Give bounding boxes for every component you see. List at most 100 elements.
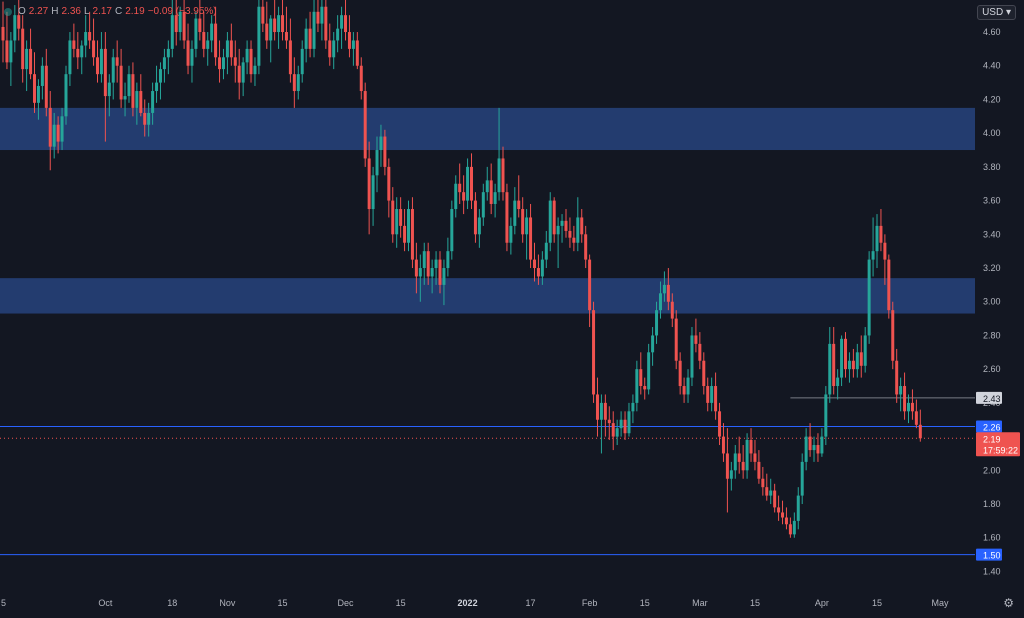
candle-body — [733, 453, 737, 471]
candle-body — [414, 259, 418, 277]
candle — [92, 18, 96, 66]
series-visibility-icon[interactable] — [4, 7, 12, 16]
low-value: 2.17 — [92, 6, 112, 17]
candle-body — [820, 436, 824, 454]
candle-body — [237, 65, 241, 83]
time-tick-label: Feb — [582, 598, 598, 608]
candle — [198, 0, 202, 41]
candle-body — [355, 40, 359, 66]
candle — [458, 163, 462, 204]
candle — [560, 214, 564, 243]
price-tick-label: 2.60 — [983, 364, 1001, 374]
price-tick-label: 4.60 — [983, 27, 1001, 37]
candle — [777, 495, 781, 521]
candle — [867, 251, 871, 344]
candle-body — [682, 386, 686, 395]
candle — [749, 428, 753, 462]
time-tick-label: Mar — [692, 598, 708, 608]
candle-body — [103, 48, 107, 97]
candle — [17, 0, 21, 41]
candle — [462, 175, 466, 215]
candle — [245, 40, 249, 75]
candle — [816, 433, 820, 462]
candle — [753, 439, 757, 471]
candle — [871, 217, 875, 277]
candle-body — [174, 15, 178, 33]
candle-body — [792, 520, 796, 535]
candle — [855, 343, 859, 378]
candle-body — [426, 251, 430, 277]
candle — [127, 65, 131, 103]
candle-body — [895, 360, 899, 395]
candle-body — [218, 57, 222, 70]
candle-body — [123, 96, 127, 100]
candle-body — [536, 268, 540, 277]
candle — [603, 394, 607, 437]
currency-selector[interactable]: USD ▾ — [977, 5, 1016, 20]
candle — [88, 11, 92, 49]
candle-body — [647, 352, 651, 390]
candle — [426, 242, 430, 285]
candle — [52, 112, 56, 159]
candle-body — [446, 251, 450, 269]
candle-body — [832, 343, 836, 387]
candle-body — [907, 402, 911, 412]
candle-body — [76, 48, 80, 58]
candle-body — [379, 136, 383, 151]
candle — [690, 327, 694, 387]
candle — [489, 163, 493, 215]
candle-body — [5, 40, 9, 63]
candle-body — [603, 402, 607, 420]
candle — [741, 445, 745, 479]
candle — [336, 15, 340, 53]
candle — [564, 209, 568, 238]
candle — [5, 11, 9, 70]
candle — [340, 6, 344, 49]
candle — [887, 254, 891, 319]
candle-body — [706, 386, 710, 403]
candle-body — [918, 424, 922, 439]
candle-body — [312, 11, 316, 49]
candle — [312, 0, 316, 58]
gear-icon[interactable]: ⚙ — [1003, 596, 1014, 610]
candle — [355, 32, 359, 70]
candle-body — [332, 40, 336, 58]
candle-body — [119, 65, 123, 100]
candle — [221, 48, 225, 80]
candle — [316, 0, 320, 33]
candle — [769, 478, 773, 505]
candle-body — [166, 48, 170, 58]
chevron-down-icon: ▾ — [1003, 7, 1011, 18]
candle-body — [777, 507, 781, 513]
candle — [792, 512, 796, 538]
candle — [379, 124, 383, 167]
candle-body — [454, 183, 458, 210]
price-tick-label: 4.00 — [983, 128, 1001, 138]
candle-body — [619, 419, 623, 429]
time-tick-label: 5 — [1, 598, 6, 608]
candle — [580, 209, 584, 243]
candle — [706, 377, 710, 412]
candle-body — [710, 386, 714, 403]
candle — [162, 48, 166, 83]
candle — [9, 32, 13, 86]
candle-body — [501, 158, 505, 193]
candle-body — [741, 461, 745, 471]
candle-body — [29, 48, 33, 75]
price-tick-label: 2.80 — [983, 330, 1001, 340]
candle-body — [277, 15, 281, 33]
candle — [158, 62, 162, 100]
candle — [481, 183, 485, 226]
candle-body — [623, 419, 627, 434]
candle-body — [367, 158, 371, 210]
candle-body — [745, 439, 749, 471]
candle-body — [867, 259, 871, 336]
candle-body — [513, 200, 517, 226]
price-label-2-26-bg — [976, 420, 1002, 433]
candle — [324, 0, 328, 49]
candle-body — [466, 166, 470, 201]
candle-body — [851, 360, 855, 370]
candle — [623, 411, 627, 440]
